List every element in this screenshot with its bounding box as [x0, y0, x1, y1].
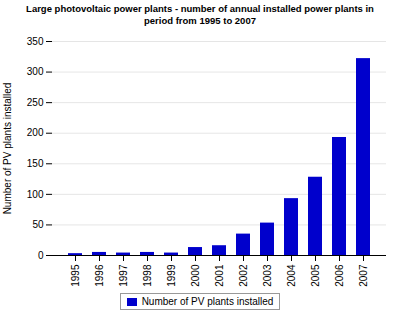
svg-text:2003: 2003	[262, 264, 273, 287]
svg-text:1997: 1997	[118, 264, 129, 287]
svg-text:2004: 2004	[286, 264, 297, 287]
svg-text:1995: 1995	[70, 264, 81, 287]
svg-text:2005: 2005	[310, 264, 321, 287]
svg-text:250: 250	[27, 97, 44, 108]
svg-text:300: 300	[27, 66, 44, 77]
svg-text:350: 350	[27, 36, 44, 47]
svg-text:2006: 2006	[334, 264, 345, 287]
svg-text:2007: 2007	[358, 264, 369, 287]
svg-text:50: 50	[32, 219, 44, 230]
svg-text:100: 100	[27, 189, 44, 200]
html-text:Number of PV plants installed: Number of PV plants installed	[141, 296, 274, 307]
svg-text:200: 200	[27, 127, 44, 138]
svg-text:2000: 2000	[190, 264, 201, 287]
svg-text:2002: 2002	[238, 264, 249, 287]
svg-text:0: 0	[38, 250, 44, 261]
svg-text:1999: 1999	[166, 264, 177, 287]
svg-text:2001: 2001	[214, 264, 225, 287]
svg-text:1998: 1998	[142, 264, 153, 287]
html-text:Large photovoltaic power plant: Large photovoltaic power plants - number…	[26, 3, 374, 26]
svg-text:150: 150	[27, 158, 44, 169]
svg-text:1996: 1996	[94, 264, 105, 287]
svg-text:Number of PV plants installed: Number of PV plants installed	[2, 83, 13, 215]
